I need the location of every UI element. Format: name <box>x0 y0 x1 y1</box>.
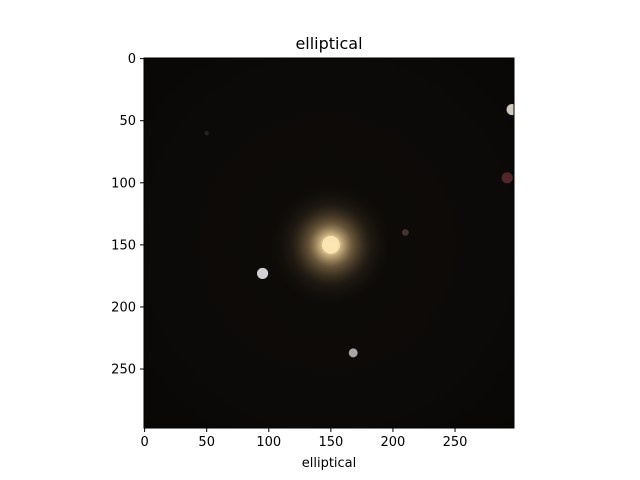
y-tick-label: 0 <box>128 52 136 67</box>
x-tick-label: 100 <box>256 435 281 450</box>
x-tick-label: 250 <box>443 435 468 450</box>
galaxy-image <box>144 58 514 428</box>
x-axis-label: elliptical <box>302 456 357 471</box>
y-axis-ticks: 0 50 100 150 200 250 <box>111 52 144 378</box>
stars-layer <box>204 103 514 358</box>
x-tick-label: 50 <box>198 435 215 450</box>
star-0 <box>256 267 269 280</box>
x-tick-label: 200 <box>381 435 406 450</box>
star-3 <box>501 172 513 184</box>
star-5 <box>204 130 209 136</box>
chart-title: elliptical <box>295 34 362 53</box>
y-tick-label: 150 <box>111 238 136 253</box>
x-axis-ticks: 0 50 100 150 200 250 <box>140 428 467 450</box>
x-tick-label: 150 <box>318 435 343 450</box>
galaxy-core <box>321 235 340 254</box>
star-2 <box>506 103 514 116</box>
y-tick-label: 100 <box>111 176 136 191</box>
y-tick-label: 250 <box>111 363 136 378</box>
x-tick-label: 0 <box>140 435 148 450</box>
star-1 <box>348 348 358 358</box>
y-tick-label: 50 <box>119 114 136 129</box>
y-tick-label: 200 <box>111 300 136 315</box>
axes-frame <box>143 57 515 429</box>
star-4 <box>402 229 409 236</box>
